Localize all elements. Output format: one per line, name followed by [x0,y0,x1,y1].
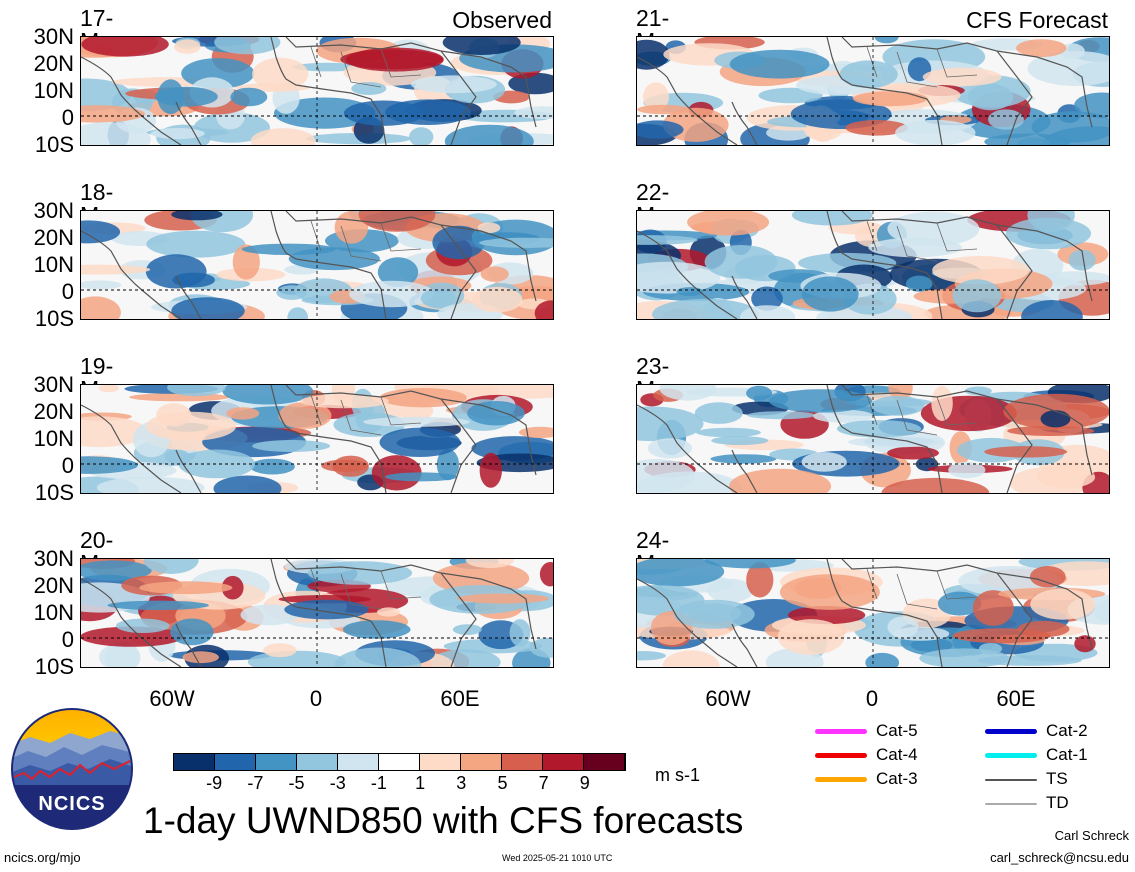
wind-map [636,384,1110,494]
legend-label: Cat-4 [876,745,918,764]
colorbar-swatch [256,754,297,770]
colorbar-tick-label: -7 [247,773,264,793]
panel-label: CFS Forecast [966,7,1108,33]
colorbar-swatch [297,754,338,770]
site-link[interactable]: ncics.org/mjo [4,850,81,865]
ncics-logo: NCICS [10,707,134,831]
legend-line-ts [985,779,1037,781]
colorbar [173,753,626,771]
colorbar-swatch [420,754,461,770]
legend-label: Cat-1 [1046,745,1088,764]
colorbar-tick-label: 9 [579,773,590,793]
x-tick-label: 60W [149,686,195,711]
panel-label: Observed [452,7,552,33]
logo-text: NCICS [38,793,106,815]
colorbar-swatch [584,754,625,770]
author-email: carl_schreck@ncsu.edu [990,850,1129,865]
colorbar-swatch [338,754,379,770]
wind-map [80,558,554,668]
legend-line-cat-4 [815,753,867,758]
y-tick-label: 10N [33,600,74,625]
legend-line-cat-5 [815,729,867,734]
colorbar-swatch [379,754,420,770]
colorbar-tick-label: 1 [415,773,426,793]
legend-line-cat-3 [815,777,867,782]
y-tick-label: 20N [33,399,74,424]
legend-line-td [985,803,1037,805]
colorbar-tick-label: 7 [538,773,549,793]
y-tick-label: 0 [61,627,74,652]
y-tick-label: 0 [61,453,74,478]
y-tick-label: 10N [33,78,74,103]
x-tick-label: 60E [440,686,480,711]
colorbar-tick-label: -3 [329,773,346,793]
y-tick-label: 10S [34,306,74,331]
y-tick-label: 10S [34,654,74,679]
colorbar-tick-label: -9 [206,773,223,793]
timestamp: Wed 2025-05-21 1010 UTC [502,853,613,863]
x-tick-label: 60E [996,686,1036,711]
colorbar-tick-label: 3 [456,773,467,793]
y-tick-label: 10N [33,252,74,277]
author-name: Carl Schreck [1054,828,1129,843]
x-tick-label: 60W [705,686,751,711]
y-tick-label: 30N [33,198,74,223]
y-tick-label: 20N [33,573,74,598]
legend-label: TS [1046,769,1068,788]
y-tick-label: 20N [33,225,74,250]
wind-map [636,558,1110,668]
y-tick-label: 30N [33,372,74,397]
colorbar-swatch [502,754,543,770]
colorbar-swatch [174,754,215,770]
colorbar-tick-label: -1 [370,773,387,793]
y-tick-label: 30N [33,24,74,49]
colorbar-tick-label: -5 [288,773,305,793]
colorbar-swatch [215,754,256,770]
y-tick-label: 10S [34,480,74,505]
legend-label: Cat-3 [876,769,918,788]
y-tick-label: 30N [33,546,74,571]
y-tick-label: 10S [34,132,74,157]
wind-map [80,384,554,494]
colorbar-tick-label: 5 [497,773,508,793]
legend-line-cat-1 [985,753,1037,758]
y-tick-label: 0 [61,279,74,304]
wind-map [636,210,1110,320]
x-tick-label: 0 [865,686,879,711]
legend-label: Cat-5 [876,721,918,740]
legend-label: TD [1046,793,1069,812]
y-tick-label: 0 [61,105,74,130]
x-tick-label: 0 [309,686,323,711]
wind-map [80,36,554,146]
legend-line-cat-2 [985,729,1037,734]
colorbar-swatch [543,754,584,770]
y-tick-label: 10N [33,426,74,451]
legend-label: Cat-2 [1046,721,1088,740]
wind-map [80,210,554,320]
main-title: 1-day UWND850 with CFS forecasts [143,800,744,841]
y-tick-label: 20N [33,51,74,76]
colorbar-units: m s-1 [655,765,700,785]
colorbar-swatch [461,754,502,770]
wind-map [636,36,1110,146]
